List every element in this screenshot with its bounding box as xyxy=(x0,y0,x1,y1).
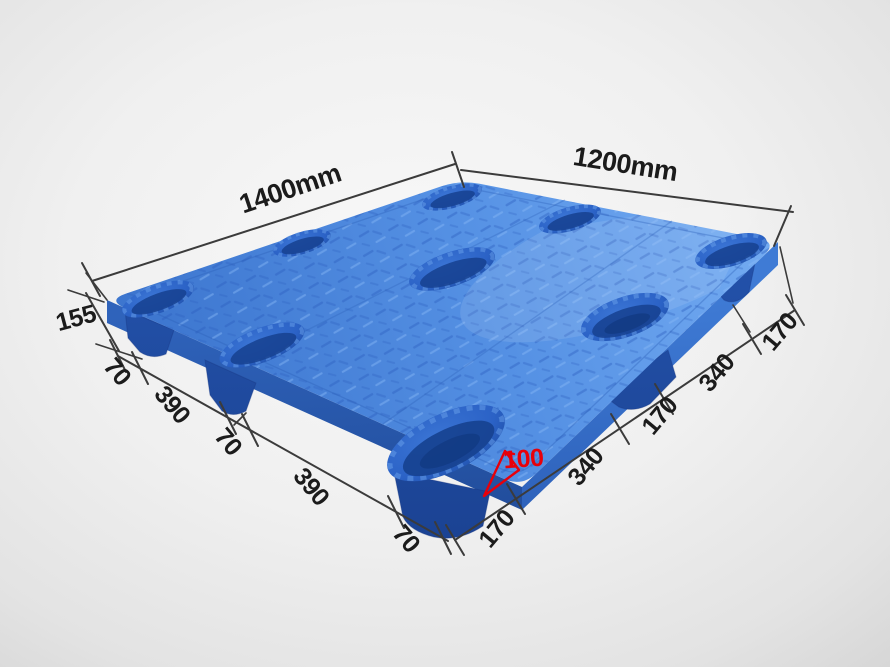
dim-label-foot-height: 100 xyxy=(502,444,544,475)
dim-extension xyxy=(85,272,108,301)
dim-extension xyxy=(67,289,105,303)
dim-tick xyxy=(654,383,674,415)
dim-tick xyxy=(387,495,405,529)
dim-tick xyxy=(451,151,465,188)
foot-pocket-front xyxy=(387,404,505,482)
dim-line-left-chain xyxy=(117,355,449,542)
pallet-leg-southwest xyxy=(204,359,257,415)
deck-seam xyxy=(382,220,673,425)
foot-pocket-center xyxy=(409,247,495,291)
foot-pocket-west xyxy=(121,280,195,318)
dim-extension xyxy=(779,246,794,304)
dim-tick xyxy=(610,413,630,445)
dim-tick xyxy=(506,483,526,515)
dim-tick xyxy=(773,205,792,247)
dim-tick xyxy=(742,323,762,355)
foot-pocket-northeast xyxy=(539,204,601,234)
pallet-leg-west xyxy=(124,309,175,358)
dimension-annotations xyxy=(67,151,805,556)
dim-line-height xyxy=(85,292,120,352)
foot-height-marker xyxy=(482,449,521,498)
foot-pocket-southeast xyxy=(581,292,669,342)
dim-extension xyxy=(732,304,751,333)
dim-tick xyxy=(434,521,452,555)
dim-tick xyxy=(445,524,465,556)
dim-line-right-chain xyxy=(454,309,796,541)
dim-tick xyxy=(131,351,149,385)
pallet xyxy=(107,167,820,539)
pallet-leg-front xyxy=(393,471,491,539)
dim-tick xyxy=(219,401,237,435)
pallet-leg-southeast xyxy=(603,349,677,410)
dim-tick xyxy=(109,339,127,373)
dim-tick xyxy=(241,413,259,447)
foot-pocket-east xyxy=(695,233,767,269)
foot-pocket-north xyxy=(422,183,482,211)
dim-extension xyxy=(233,412,247,426)
dim-tick xyxy=(785,294,805,326)
dim-line-width xyxy=(460,169,794,213)
dim-line-length xyxy=(91,163,456,282)
foot-pocket-southwest xyxy=(219,322,305,368)
deck-highlight xyxy=(460,167,820,343)
foot-pocket-northwest xyxy=(273,229,331,257)
